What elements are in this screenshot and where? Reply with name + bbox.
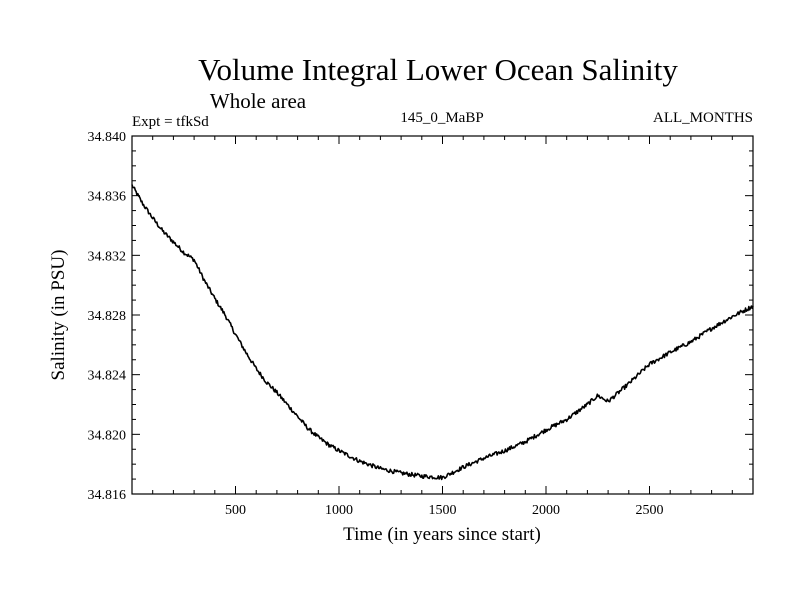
chart-subtitle: Whole area — [210, 89, 307, 113]
series-line — [131, 184, 754, 481]
y-tick-label: 34.820 — [88, 428, 127, 443]
x-tick-label: 500 — [225, 503, 246, 518]
x-tick-label: 1500 — [429, 503, 457, 518]
y-tick-label: 34.824 — [88, 369, 127, 384]
y-axis-label: Salinity (in PSU) — [48, 250, 69, 381]
y-tick-label: 34.816 — [88, 488, 127, 503]
y-tick-label: 34.840 — [88, 130, 127, 145]
chart-title: Volume Integral Lower Ocean Salinity — [198, 52, 678, 87]
x-tick-label: 2000 — [532, 503, 560, 518]
x-axis-ticks: 500 1000 1500 2000 2500 — [152, 136, 733, 518]
months-label: ALL_MONTHS — [653, 110, 753, 126]
experiment-label: Expt = tfkSd — [132, 114, 209, 130]
y-tick-label: 34.836 — [88, 190, 127, 205]
period-label: 145_0_MaBP — [400, 110, 483, 126]
x-tick-label: 2500 — [636, 503, 664, 518]
x-tick-label: 1000 — [325, 503, 353, 518]
y-tick-label: 34.832 — [88, 249, 127, 264]
y-tick-label: 34.828 — [88, 309, 127, 324]
x-axis-label: Time (in years since start) — [343, 524, 541, 545]
y-axis-ticks: 34.816 34.820 34.824 34.828 34.832 34.836 34.8… — [88, 130, 753, 503]
